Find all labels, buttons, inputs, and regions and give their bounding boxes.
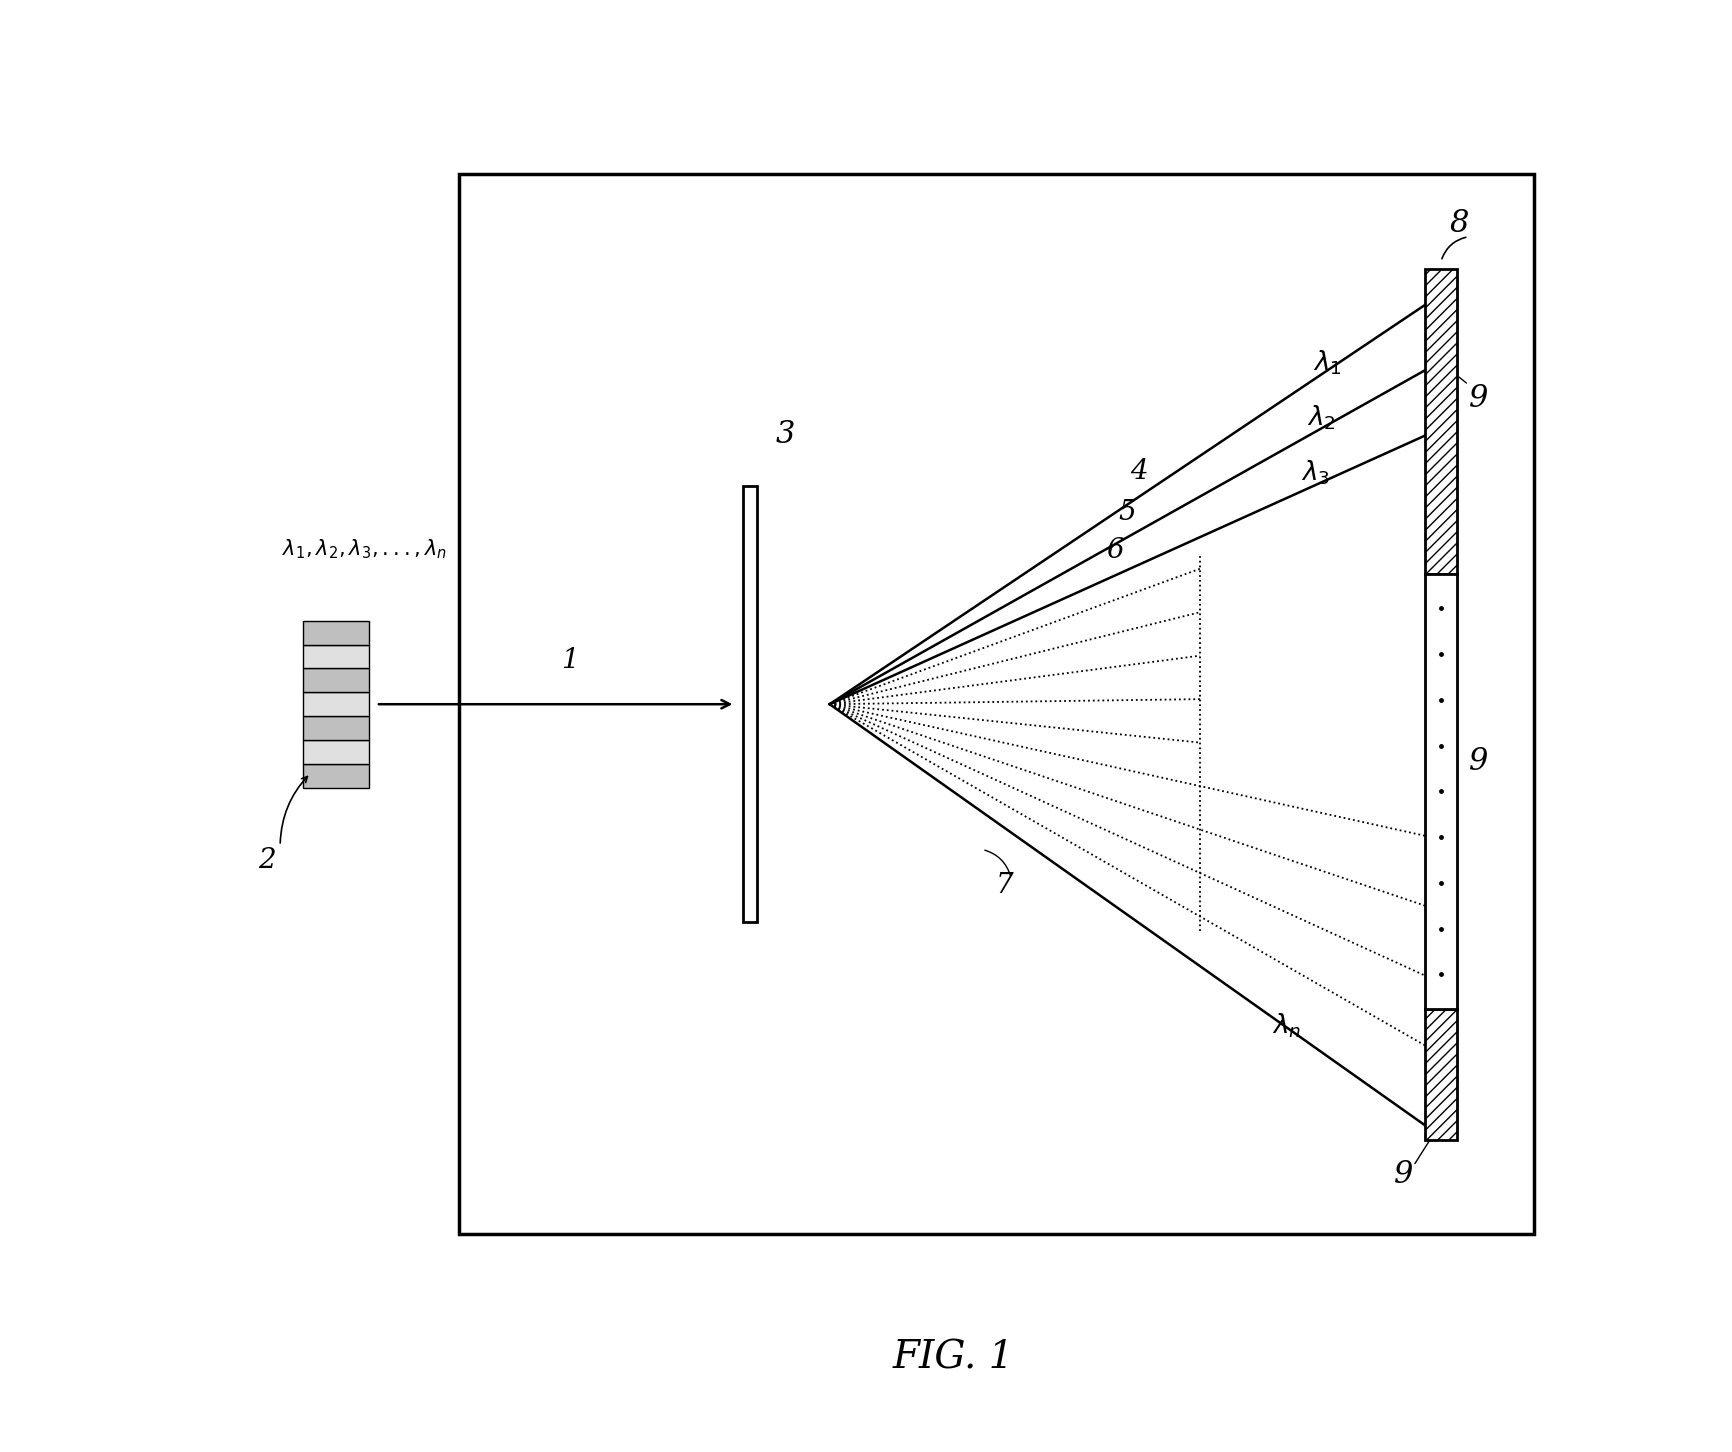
Text: 7: 7 — [996, 873, 1013, 899]
Bar — [459, 174, 1535, 1234]
Bar — [303, 668, 369, 693]
Text: 3: 3 — [776, 418, 795, 450]
Bar — [303, 693, 369, 716]
Text: 4: 4 — [1131, 459, 1148, 485]
Text: 1: 1 — [561, 648, 578, 674]
Bar — [303, 741, 369, 764]
Bar — [1425, 574, 1457, 1009]
Bar — [743, 486, 757, 922]
Text: 8: 8 — [1450, 208, 1469, 240]
Text: 9: 9 — [1394, 1159, 1413, 1191]
Text: 5: 5 — [1119, 499, 1136, 526]
Bar — [303, 716, 369, 741]
Text: $\lambda_n$: $\lambda_n$ — [1271, 1012, 1301, 1040]
Bar — [303, 645, 369, 668]
Bar — [1425, 1009, 1457, 1140]
Text: 2: 2 — [258, 847, 275, 874]
Text: $\lambda_2$: $\lambda_2$ — [1308, 404, 1335, 433]
Bar — [303, 621, 369, 645]
Text: 6: 6 — [1107, 537, 1124, 563]
Text: 9: 9 — [1469, 382, 1488, 414]
Text: $\lambda_1, \lambda_2, \lambda_3, ..., \lambda_n$: $\lambda_1, \lambda_2, \lambda_3, ..., \… — [282, 537, 447, 560]
Text: 9: 9 — [1469, 745, 1488, 777]
Text: $\lambda_3$: $\lambda_3$ — [1301, 459, 1330, 486]
Bar — [1425, 269, 1457, 574]
Bar — [303, 764, 369, 787]
Text: $\lambda_1$: $\lambda_1$ — [1313, 348, 1342, 376]
Text: FIG. 1: FIG. 1 — [892, 1339, 1013, 1376]
